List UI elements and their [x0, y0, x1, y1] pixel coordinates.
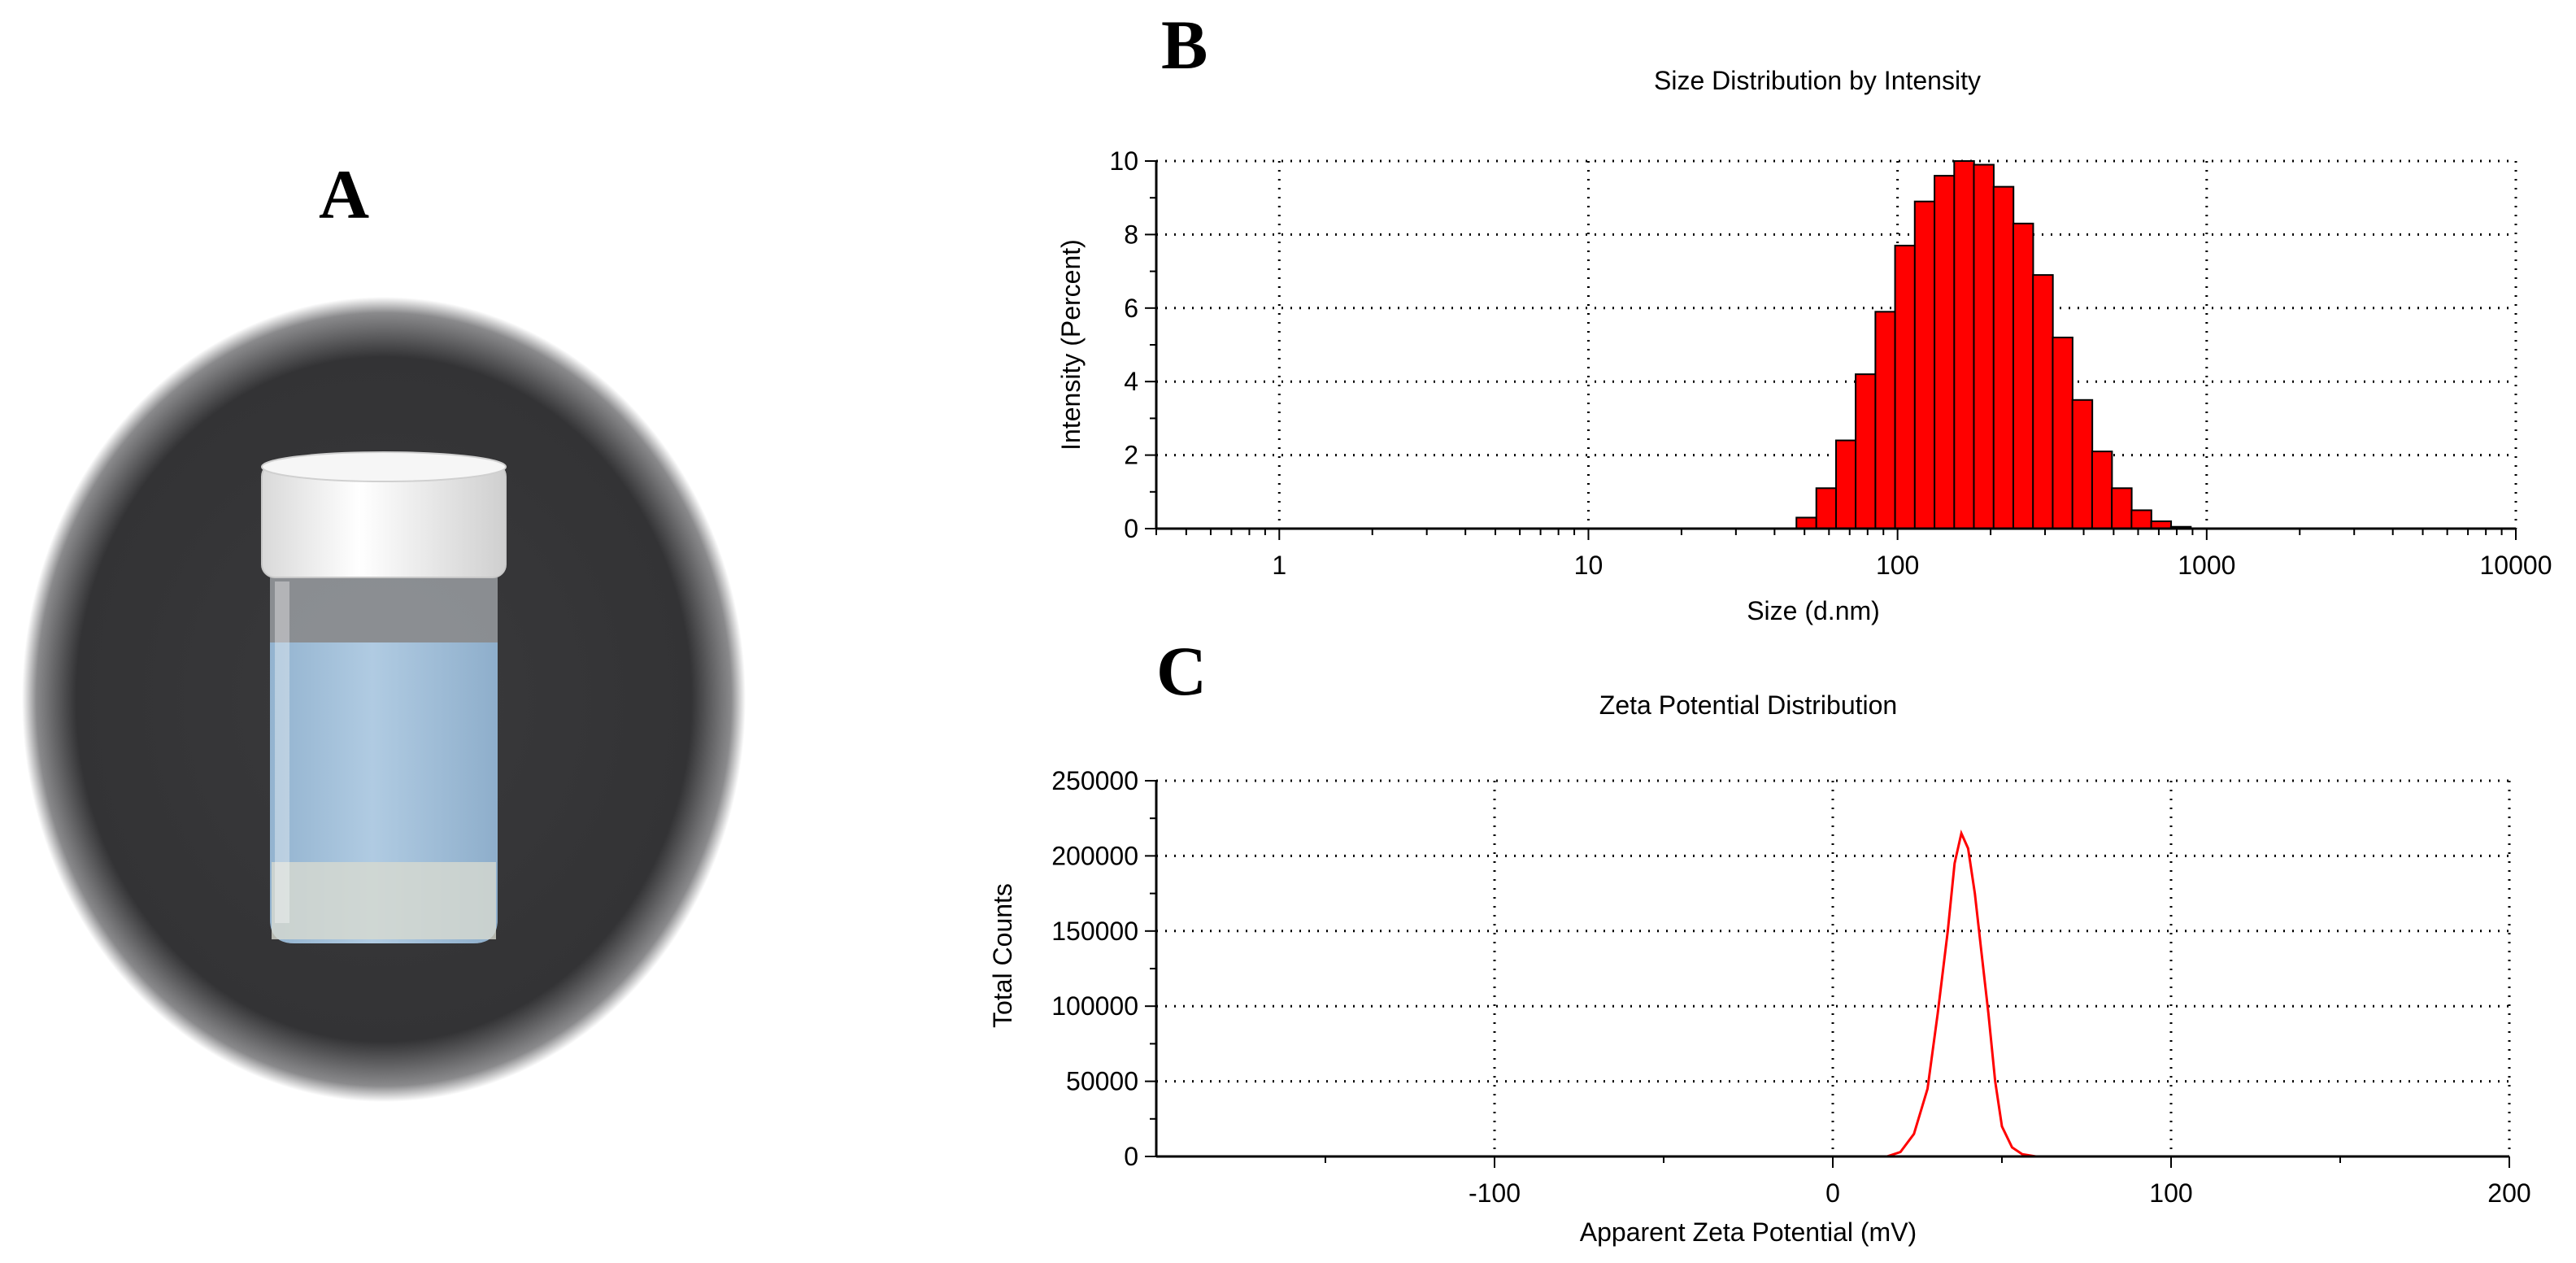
size-bar [2071, 398, 2094, 529]
size-bar [2052, 336, 2073, 529]
size-bar [1953, 160, 1975, 529]
size-y-tick-label: 6 [1124, 294, 1138, 323]
zeta-chart-ylabel: Total Counts [988, 883, 1017, 1028]
zeta-x-tick-label: 100 [2149, 1178, 2192, 1208]
size-y-tick-label: 8 [1124, 220, 1138, 249]
panel-label-b: B [1161, 6, 1208, 84]
size-x-tick-label: 100 [1876, 551, 1919, 580]
size-bar [1795, 516, 1817, 530]
vial-icon [261, 451, 507, 943]
panel-label-a: A [319, 155, 370, 233]
size-bar [1874, 311, 1896, 529]
size-bar [2111, 487, 2133, 530]
size-x-tick-label: 10000 [2480, 551, 2552, 580]
size-bar [2091, 451, 2113, 530]
zeta-chart-xlabel: Apparent Zeta Potential (mV) [1580, 1217, 1917, 1247]
zeta-x-tick-label: -100 [1469, 1178, 1521, 1208]
size-y-tick-label: 4 [1124, 367, 1138, 396]
zeta-y-tick-label: 100000 [1051, 991, 1138, 1021]
size-bar [2012, 222, 2034, 529]
zeta-y-tick-label: 0 [1124, 1142, 1138, 1171]
size-y-tick-label: 0 [1124, 514, 1138, 543]
zeta-y-tick-label: 200000 [1051, 841, 1138, 870]
size-bar [1973, 163, 1995, 530]
zeta-y-tick-label: 250000 [1051, 766, 1138, 795]
size-x-tick-label: 1 [1272, 551, 1286, 580]
size-x-tick-label: 1000 [2178, 551, 2235, 580]
size-bar [1894, 244, 1917, 529]
size-bar [1815, 487, 1838, 530]
size-bar [1934, 175, 1956, 530]
size-chart-title: Size Distribution by Intensity [1654, 66, 1981, 95]
size-y-tick-label: 10 [1109, 146, 1138, 176]
size-bar [1913, 200, 1936, 529]
zeta-series-line [1325, 829, 2273, 1158]
size-x-tick-label: 10 [1574, 551, 1603, 580]
size-y-tick-label: 2 [1124, 441, 1138, 470]
vial-photo [22, 297, 746, 1102]
zeta-y-tick-label: 150000 [1051, 917, 1138, 946]
zeta-x-tick-label: 200 [2487, 1178, 2530, 1208]
panel-label-c: C [1156, 632, 1208, 710]
size-bar [2032, 274, 2054, 529]
zeta-y-tick-label: 50000 [1066, 1067, 1138, 1096]
size-bar [1992, 185, 2015, 529]
size-bar [2130, 509, 2152, 530]
size-chart-xlabel: Size (d.nm) [1747, 596, 1880, 625]
zeta-x-tick-label: 0 [1825, 1178, 1840, 1208]
size-bar [1855, 373, 1877, 529]
zeta-chart-title: Zeta Potential Distribution [1599, 690, 1897, 720]
size-bar [1834, 439, 1857, 530]
size-chart-ylabel: Intensity (Percent) [1056, 239, 1086, 451]
